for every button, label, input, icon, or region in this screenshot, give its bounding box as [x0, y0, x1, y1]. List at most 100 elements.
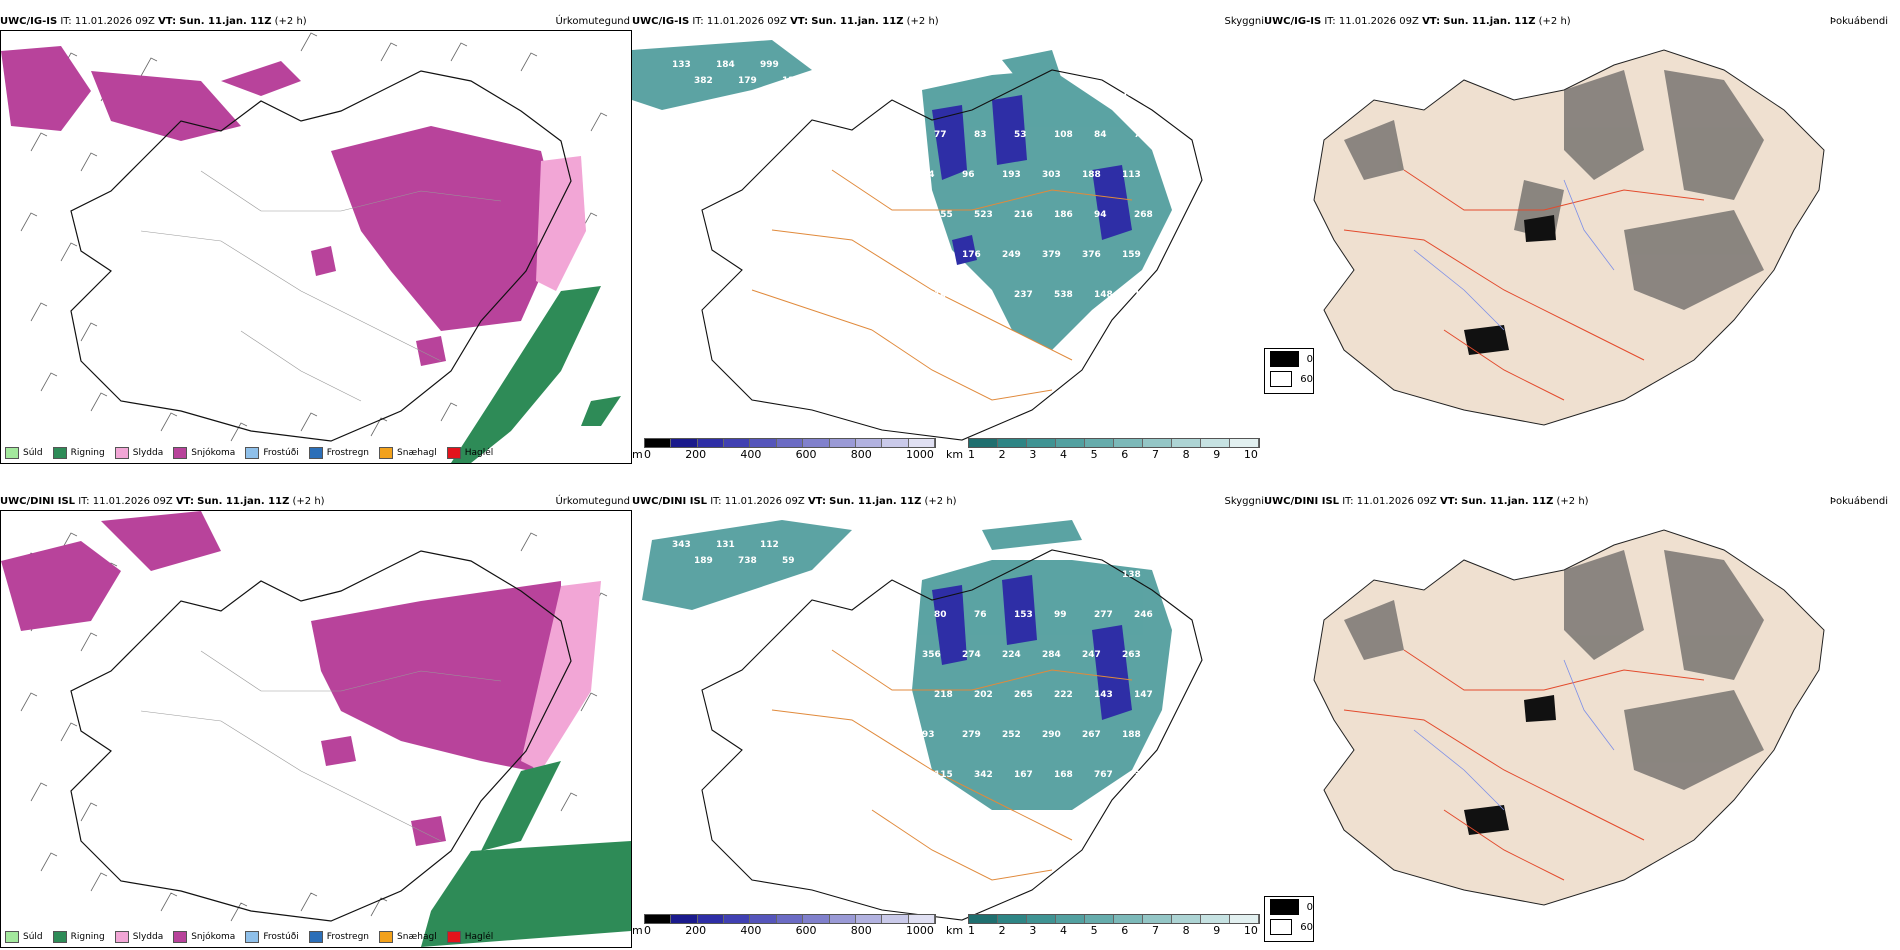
visibility-value-label: 224 — [1002, 650, 1021, 660]
visibility-value-label: 77 — [934, 130, 947, 140]
visibility-map — [642, 520, 1203, 921]
colorbar-tick: 4 — [1059, 448, 1067, 461]
visibility-unit: km — [946, 448, 964, 461]
colorbar-step — [1143, 439, 1172, 447]
fog-panel: UWC/IG-IS IT: 11.01.2026 09Z VT: Sun. 11… — [1264, 14, 1900, 464]
it-label: IT: — [692, 16, 704, 27]
panel-header: UWC/DINI ISL IT: 11.01.2026 09Z VT: Sun.… — [632, 494, 1264, 510]
colorbar-step — [724, 915, 751, 923]
colorbar-tick: 600 — [795, 924, 817, 937]
visibility-value-label: 376 — [1082, 250, 1101, 260]
visibility-value-label: 342 — [974, 770, 993, 780]
fog-legend-row: 0 — [1265, 349, 1313, 369]
colorbar-step — [750, 915, 777, 923]
visibility-value-label: 159 — [1122, 250, 1141, 260]
visibility-value-label: 179 — [738, 76, 757, 86]
visibility-map — [632, 40, 1203, 441]
colorbar-tick: 1000 — [905, 924, 934, 937]
visibility-value-label: 224 — [882, 650, 901, 660]
it-label: IT: — [1342, 496, 1354, 507]
panel-title: Þokuábendi — [1829, 16, 1888, 27]
precip-legend: Súld Rigning Slydda Snjókoma Frostúði Frostre… — [5, 447, 493, 459]
visibility-value-label: 188 — [1122, 730, 1141, 740]
colorbar-tick: 800 — [850, 448, 872, 461]
legend-label: Rigning — [70, 448, 105, 458]
legend-item-haglél: Haglél — [446, 447, 494, 459]
it-value: 11.01.2026 09Z — [74, 16, 155, 27]
legend-label: Haglél — [464, 448, 494, 458]
visibility-value-label: 538 — [1054, 290, 1073, 300]
roads — [751, 169, 1133, 401]
legend-label: Frostregn — [326, 932, 370, 942]
rain-areas — [421, 761, 631, 947]
visibility-value-label: 152 — [894, 290, 913, 300]
visibility-value-label: 260 — [894, 690, 913, 700]
visibility-value-label: 265 — [1014, 690, 1033, 700]
legend-label: Súld — [23, 932, 43, 942]
ceiling-colorbar: m 0 200 400 600 800 1000 — [632, 438, 942, 464]
colorbar-tick: 400 — [740, 924, 762, 937]
legend-label: Frostúði — [263, 448, 299, 458]
colorbar-step — [697, 915, 725, 923]
colorbar-step — [1143, 915, 1172, 923]
colorbar-tick: 3 — [1029, 448, 1037, 461]
colorbar-step — [1201, 439, 1230, 447]
precip-panel: UWC/DINI ISL IT: 11.01.2026 09Z VT: Sun.… — [0, 494, 632, 950]
visibility-value-label: 216 — [1014, 210, 1033, 220]
colorbar-step — [671, 915, 698, 923]
low-ceiling-areas — [932, 575, 1132, 720]
visibility-value-label: 131 — [716, 540, 735, 550]
visibility-value-label: 188 — [1082, 170, 1101, 180]
colorbar-step — [1201, 915, 1230, 923]
visibility-value-label: 147 — [882, 250, 901, 260]
coastline — [701, 549, 1203, 921]
visibility-value-label: 277 — [1094, 610, 1113, 620]
panel-header: UWC/DINI ISL IT: 11.01.2026 09Z VT: Sun.… — [1264, 494, 1900, 510]
vt-label: VT: — [1422, 16, 1441, 27]
it-label: IT: — [1324, 16, 1336, 27]
colorbar-step — [1230, 915, 1259, 923]
colorbar-step — [1085, 439, 1114, 447]
fog-dark — [1464, 695, 1556, 835]
legend-label: Rigning — [70, 932, 105, 942]
ceiling-unit: m — [632, 448, 643, 461]
visibility-value-label: 274 — [962, 650, 981, 660]
visibility-value-label: 138 — [1122, 570, 1141, 580]
panel-title: Skyggni — [1224, 496, 1264, 507]
visibility-value-label: 523 — [974, 210, 993, 220]
colorbar-step — [645, 915, 672, 923]
colorbar-step — [776, 915, 804, 923]
visibility-value-label: 268 — [1134, 210, 1153, 220]
vt-value: Sun. 11.jan. 11Z — [1443, 16, 1536, 27]
model-name: UWC/IG-IS — [1264, 16, 1322, 27]
legend-swatch — [308, 447, 323, 459]
colorbar-step — [1027, 915, 1056, 923]
colorbar-step — [829, 915, 856, 923]
visibility-value-label: 193 — [1002, 170, 1021, 180]
fog-gray — [1344, 70, 1764, 310]
visibility-value-label: 132 — [882, 730, 901, 740]
visibility-value-label: 127 — [782, 76, 801, 86]
legend-item-snæhagl: Snæhagl — [379, 447, 437, 459]
colorbar-step — [1027, 439, 1056, 447]
visibility-value-label: 382 — [694, 76, 713, 86]
model-name: UWC/DINI ISL — [1264, 496, 1340, 507]
snow-areas — [1, 511, 561, 846]
it-value: 11.01.2026 09Z — [92, 496, 173, 507]
visibility-value-label: 204 — [894, 210, 913, 220]
colorbar-tick: 8 — [1182, 448, 1190, 461]
vt-value: Sun. 11.jan. 11Z — [197, 496, 290, 507]
visibility-value-label: 141 — [1134, 290, 1153, 300]
vt-label: VT: — [1439, 496, 1458, 507]
panel-header: UWC/IG-IS IT: 11.01.2026 09Z VT: Sun. 11… — [1264, 14, 1900, 30]
colorbar-step — [882, 439, 909, 447]
fog-legend-swatch — [1270, 899, 1299, 915]
visibility-value-label: 59 — [782, 556, 795, 566]
visibility-value-label: 112 — [760, 540, 779, 550]
vt-label: VT: — [807, 496, 826, 507]
colorbar-tick: 6 — [1121, 924, 1129, 937]
legend-label: Snæhagl — [397, 448, 437, 458]
legend-label: Haglél — [464, 932, 494, 942]
row-2: UWC/DINI ISL IT: 11.01.2026 09Z VT: Sun.… — [0, 494, 1900, 950]
low-visibility-areas — [642, 520, 1172, 810]
